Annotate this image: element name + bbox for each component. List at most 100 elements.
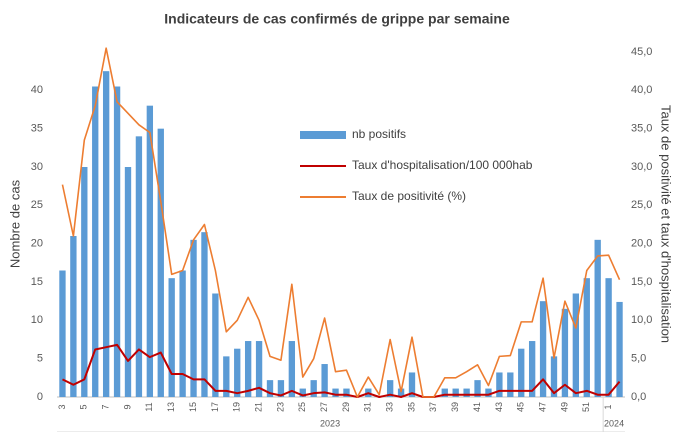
y-axis-title: Nombre de cas <box>7 179 22 268</box>
y2-tick-label: 35,0 <box>631 123 652 135</box>
x-tick-label: 17 <box>210 402 220 412</box>
x-tick-label: 49 <box>559 402 569 412</box>
x-tick-label: 1 <box>603 404 613 409</box>
bar <box>124 167 132 397</box>
bar <box>244 341 252 397</box>
y2-tick-label: 20,0 <box>631 238 652 250</box>
x-tick-label: 43 <box>494 402 504 412</box>
y2-tick-label: 45,0 <box>631 46 652 58</box>
bar <box>92 86 99 397</box>
line <box>61 47 621 398</box>
y-tick-label: 35 <box>31 123 43 135</box>
x-tick-label: 29 <box>341 402 351 412</box>
x-tick-label: 33 <box>385 402 395 412</box>
bar <box>572 293 580 397</box>
bar <box>310 380 317 397</box>
y-tick-label: 15 <box>31 276 43 288</box>
bar <box>408 372 416 397</box>
bar <box>277 380 285 397</box>
bar <box>605 278 612 397</box>
bar <box>321 364 328 397</box>
bar <box>452 388 459 397</box>
x-tick-label: 3 <box>57 404 67 409</box>
bar <box>496 372 503 397</box>
y-tick-label: 5 <box>37 353 43 365</box>
bar <box>594 239 601 397</box>
bar <box>212 293 219 397</box>
x-tick-label: 39 <box>450 402 460 412</box>
bar <box>288 341 296 397</box>
y-tick-label: 30 <box>31 161 43 173</box>
x-tick-label: 47 <box>537 402 547 412</box>
legend-label: Taux de positivité (%) <box>352 189 466 203</box>
y2-tick-label: 25,0 <box>631 199 652 211</box>
bar <box>507 372 514 397</box>
y2-axis-title: Taux de positivité et taux d'hospitalisa… <box>659 105 674 343</box>
bar <box>102 71 110 398</box>
bar <box>223 356 230 397</box>
line <box>62 343 621 398</box>
x-tick-label: 41 <box>472 402 482 412</box>
bar <box>474 380 481 397</box>
x-tick-label: 19 <box>232 402 242 412</box>
x-tick-label: 45 <box>516 402 526 412</box>
bar <box>299 388 306 397</box>
bar <box>179 270 186 397</box>
x-tick-label: 27 <box>319 402 329 412</box>
chart-title: Indicateurs de cas confirmés de grippe p… <box>164 11 510 27</box>
x-tick-label: 21 <box>253 402 263 412</box>
bar <box>386 380 394 397</box>
x-tick-label: 7 <box>101 404 111 409</box>
y2-tick-label: 15,0 <box>631 276 652 288</box>
y-tick-label: 40 <box>31 84 43 96</box>
year-label: 2023 <box>320 418 340 428</box>
bar <box>561 308 569 397</box>
x-tick-label: 35 <box>406 402 416 412</box>
x-tick-label: 31 <box>363 402 373 412</box>
bar <box>550 356 558 397</box>
y2-tick-label: 30,0 <box>631 161 652 173</box>
bar <box>135 136 143 398</box>
bar <box>397 388 405 397</box>
bar <box>201 232 208 397</box>
bar <box>157 128 164 397</box>
bar <box>168 278 175 397</box>
x-tick-label: 23 <box>275 402 285 412</box>
legend-swatch <box>300 131 346 139</box>
bar <box>59 270 66 397</box>
year-label: 2024 <box>604 418 624 428</box>
legend-label: nb positifs <box>352 127 406 141</box>
y2-tick-label: 40,0 <box>631 84 652 96</box>
bar <box>485 388 492 397</box>
bar <box>266 380 274 397</box>
bar <box>583 278 590 397</box>
bar <box>463 388 470 397</box>
bar <box>113 86 121 397</box>
x-tick-label: 13 <box>166 402 176 412</box>
x-tick-label: 51 <box>581 402 591 412</box>
y2-tick-label: 5,0 <box>631 353 646 365</box>
bar <box>539 301 547 397</box>
legend-label: Taux d'hospitalisation/100 000hab <box>352 158 533 172</box>
y-tick-label: 0 <box>37 391 43 403</box>
bar <box>146 105 154 398</box>
x-tick-label: 37 <box>428 402 438 412</box>
y2-tick-label: 10,0 <box>631 314 652 326</box>
x-tick-label: 5 <box>79 404 89 409</box>
bar <box>70 236 77 397</box>
bar <box>616 301 623 397</box>
x-tick-label: 25 <box>297 402 307 412</box>
x-tick-label: 15 <box>188 402 198 412</box>
y-tick-label: 10 <box>31 314 43 326</box>
y-tick-label: 20 <box>31 238 43 250</box>
x-tick-label: 9 <box>122 404 132 409</box>
bar <box>190 239 197 397</box>
bar <box>255 341 263 397</box>
bar <box>343 388 350 397</box>
y-tick-label: 25 <box>31 199 43 211</box>
x-tick-label: 11 <box>144 402 154 411</box>
y2-tick-label: 0,0 <box>631 391 646 403</box>
bar <box>528 341 536 397</box>
bar <box>518 348 525 397</box>
